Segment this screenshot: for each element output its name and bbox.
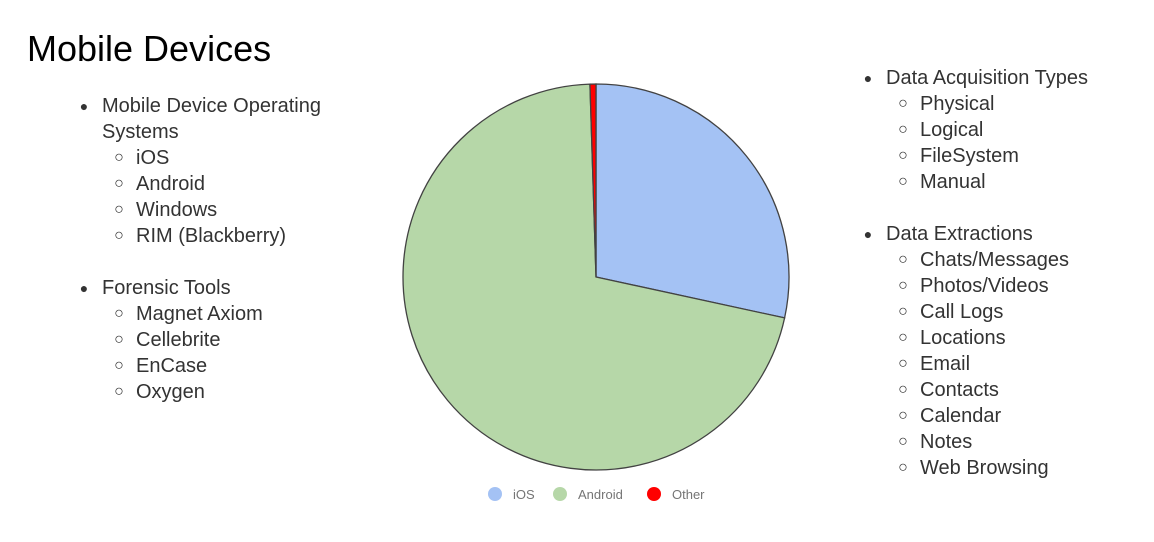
hollow-bullet-icon: ○ (898, 251, 908, 268)
sub-list-item: ○ iOS (68, 145, 358, 171)
sub-list-item-label: Oxygen (136, 381, 205, 403)
sub-list-item: ○ Magnet Axiom (68, 301, 358, 327)
hollow-bullet-icon: ○ (114, 227, 124, 244)
sub-list-item-label: Logical (920, 119, 984, 141)
pie-slice-android[interactable] (402, 83, 786, 471)
sub-list-item-label: Call Logs (920, 301, 1004, 323)
legend-label-android: Android (578, 487, 623, 502)
sub-list-item: ○ Oxygen (68, 379, 358, 405)
sub-list-item: ○ Web Browsing (852, 455, 1142, 481)
list-item-label: Forensic Tools (102, 277, 231, 299)
sub-list-item-label: Android (136, 173, 205, 195)
hollow-bullet-icon: ○ (898, 355, 908, 372)
sub-list-item: ○ Logical (852, 117, 1142, 143)
list-item: ● Mobile Device Operating Systems (68, 93, 358, 145)
sub-list-item: ○ Android (68, 171, 358, 197)
hollow-bullet-icon: ○ (898, 407, 908, 424)
hollow-bullet-icon: ○ (898, 95, 908, 112)
sub-list-item: ○ Calendar (852, 403, 1142, 429)
sub-list-item: ○ Photos/Videos (852, 273, 1142, 299)
sub-list-item-label: Photos/Videos (920, 275, 1049, 297)
sub-list-item-label: Email (920, 353, 971, 375)
bullet-icon: ● (863, 70, 873, 86)
sub-list-item-label: Calendar (920, 405, 1002, 427)
hollow-bullet-icon: ○ (898, 459, 908, 476)
sub-list-item: ○ Email (852, 351, 1142, 377)
list-item-label: Data Extractions (886, 223, 1033, 245)
bullet-icon: ● (79, 98, 89, 114)
pie-slice-other[interactable] (589, 83, 597, 278)
hollow-bullet-icon: ○ (114, 305, 124, 322)
hollow-bullet-icon: ○ (898, 303, 908, 320)
sub-list-item: ○ Contacts (852, 377, 1142, 403)
sub-list-item-label: Locations (920, 327, 1006, 349)
sub-list-item-label: EnCase (136, 355, 208, 377)
legend-label-other: Other (672, 487, 705, 502)
hollow-bullet-icon: ○ (898, 121, 908, 138)
list-item: ● Forensic Tools (68, 275, 358, 301)
legend-swatch-other (647, 487, 661, 501)
sub-list-item: ○ Chats/Messages (852, 247, 1142, 273)
slide-title: Mobile Devices (27, 28, 272, 69)
hollow-bullet-icon: ○ (114, 149, 124, 166)
hollow-bullet-icon: ○ (114, 357, 124, 374)
sub-list-item-label: Windows (136, 199, 218, 221)
hollow-bullet-icon: ○ (898, 329, 908, 346)
sub-list-item-label: Manual (920, 171, 986, 193)
sub-list-item-label: Web Browsing (920, 457, 1049, 479)
hollow-bullet-icon: ○ (898, 277, 908, 294)
sub-list-item: ○ Windows (68, 197, 358, 223)
list-item: ● Data Extractions (852, 221, 1142, 247)
sub-list-item: ○ Physical (852, 91, 1142, 117)
bullet-icon: ● (79, 280, 89, 296)
pie-slice-ios[interactable] (595, 83, 790, 319)
sub-list-item-label: Cellebrite (136, 329, 221, 351)
sub-list-item: ○ Cellebrite (68, 327, 358, 353)
hollow-bullet-icon: ○ (114, 175, 124, 192)
sub-list-item-label: FileSystem (920, 145, 1019, 167)
list-item-label: Mobile Device Operating Systems (102, 95, 321, 143)
hollow-bullet-icon: ○ (898, 433, 908, 450)
legend-label-ios: iOS (513, 487, 535, 502)
sub-list-item: ○ Notes (852, 429, 1142, 455)
hollow-bullet-icon: ○ (898, 381, 908, 398)
hollow-bullet-icon: ○ (114, 383, 124, 400)
sub-list-item: ○ RIM (Blackberry) (68, 223, 358, 249)
chart-legend: iOS Android Other (488, 487, 705, 502)
legend-swatch-android (553, 487, 567, 501)
hollow-bullet-icon: ○ (114, 331, 124, 348)
sub-list-item-label: Magnet Axiom (136, 303, 263, 325)
list-item-label: Data Acquisition Types (886, 67, 1088, 89)
sub-list-item-label: Chats/Messages (920, 249, 1069, 271)
sub-list-item-label: Notes (920, 431, 973, 453)
right-bullet-list: ● Data Acquisition Types ○ Physical ○ Logical… (852, 65, 1142, 481)
bullet-icon: ● (863, 226, 873, 242)
list-item: ● Data Acquisition Types (852, 65, 1142, 91)
sub-list-item: ○ Call Logs (852, 299, 1142, 325)
hollow-bullet-icon: ○ (898, 173, 908, 190)
legend-swatch-ios (488, 487, 502, 501)
sub-list-item: ○ Locations (852, 325, 1142, 351)
sub-list-item: ○ Manual (852, 169, 1142, 195)
sub-list-item-label: RIM (Blackberry) (136, 225, 287, 247)
hollow-bullet-icon: ○ (114, 201, 124, 218)
sub-list-item: ○ FileSystem (852, 143, 1142, 169)
left-bullet-list: ● Mobile Device Operating Systems ○ iOS ○ And… (68, 93, 358, 405)
sub-list-item-label: iOS (136, 147, 170, 169)
hollow-bullet-icon: ○ (898, 147, 908, 164)
sub-list-item: ○ EnCase (68, 353, 358, 379)
sub-list-item-label: Contacts (920, 379, 999, 401)
sub-list-item-label: Physical (920, 93, 995, 115)
